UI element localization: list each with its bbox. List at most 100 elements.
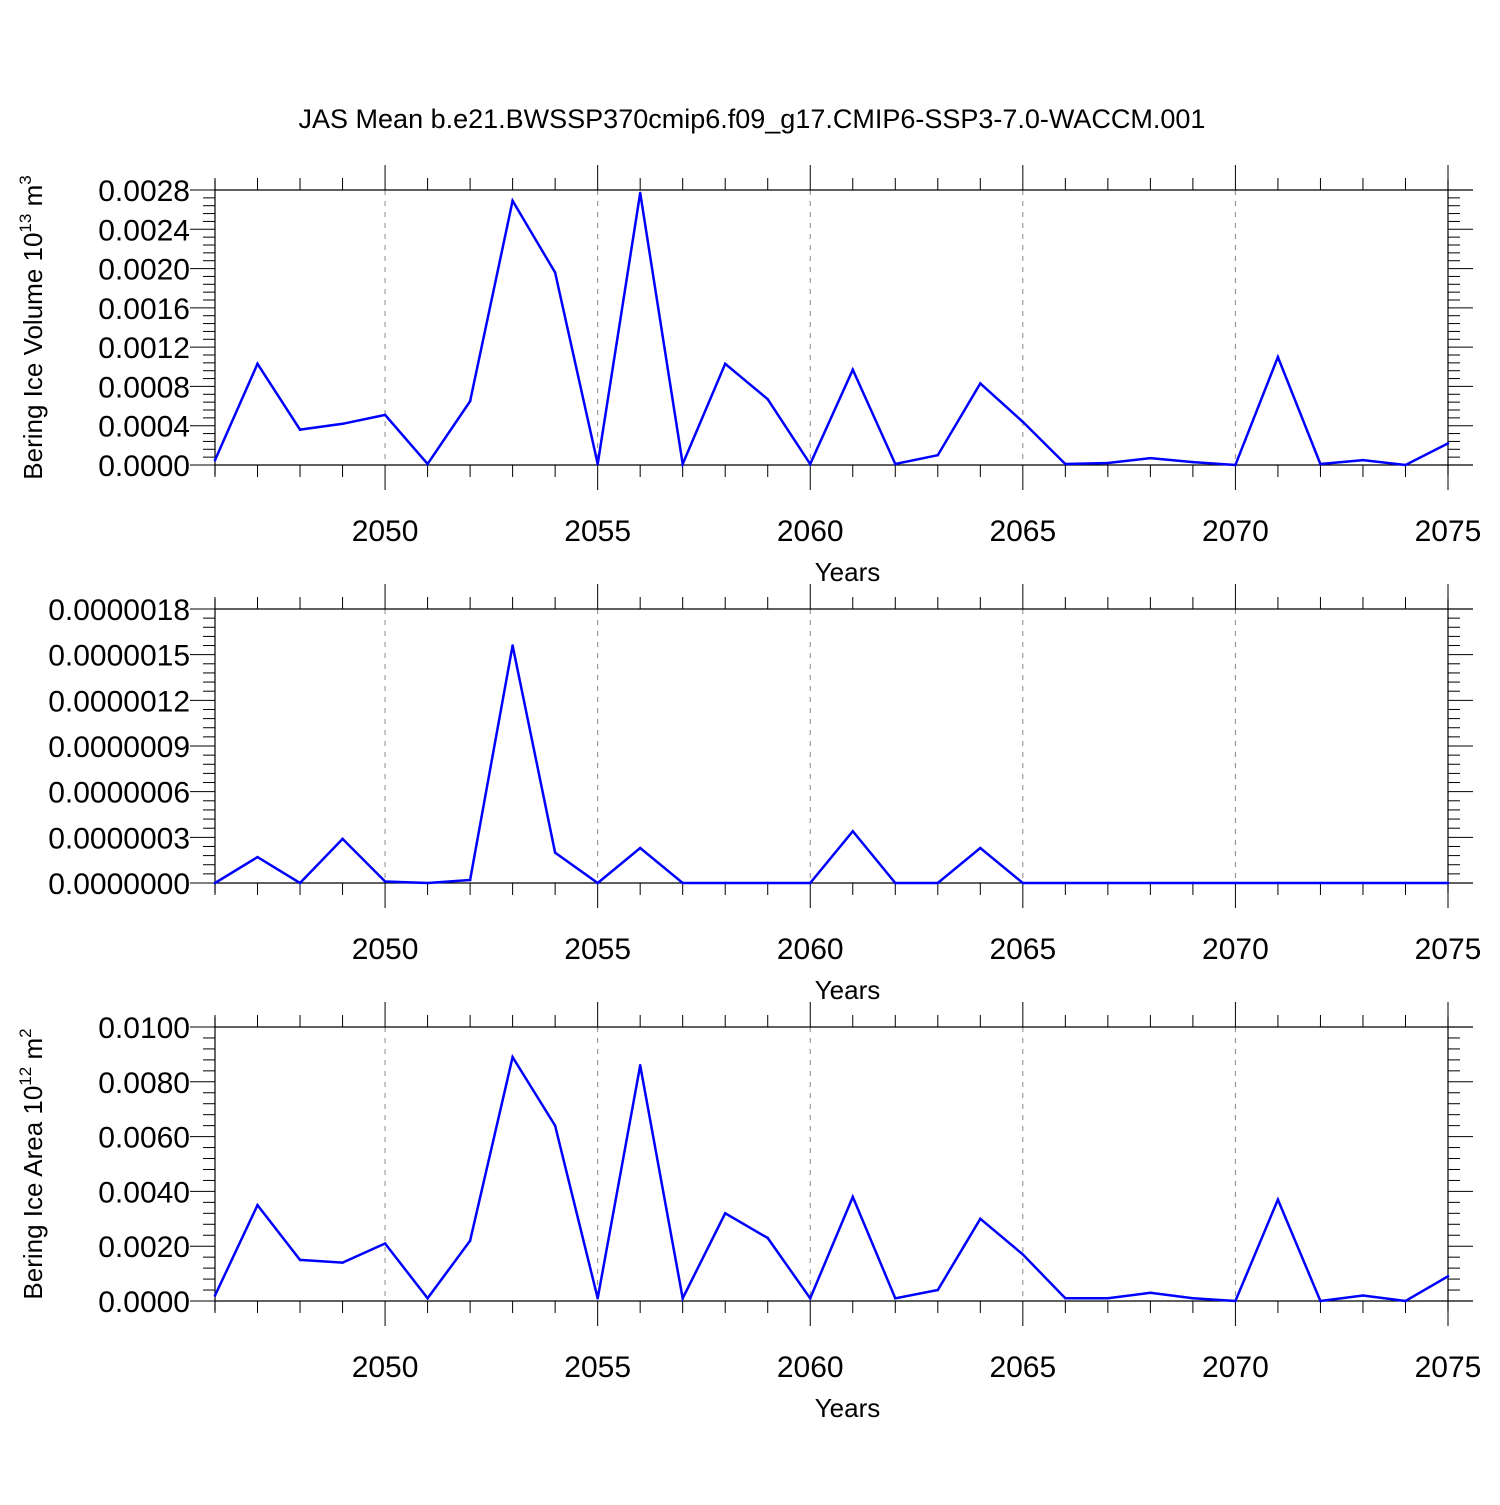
x-tick-label: 2055 [564,933,631,966]
data-point [893,1296,897,1300]
data-point [1149,881,1152,885]
panel-2: 2050 2055 2060 2065 2070 2075 Years 0.0000000 0.… [48,584,1481,1005]
data-point [553,851,557,854]
data-point [1106,461,1110,465]
data-point [979,382,982,385]
data-point [1064,1296,1067,1300]
data-point [851,1195,855,1199]
data-point [1319,462,1322,466]
x-axis-label: Years [815,975,881,1005]
data-point [1276,1198,1280,1201]
data-point [596,1296,599,1300]
data-point [1191,881,1195,885]
x-tick-label: 2065 [989,933,1056,966]
x-tick-label: 2060 [777,515,844,548]
data-point [1191,460,1195,464]
panel-3: 2050 2055 2060 2065 2070 2075 Years 0.0000 0.002… [16,1002,1481,1423]
data-point [1234,881,1237,885]
y-tick-label: 0.0000018 [48,594,190,627]
data-point [681,462,684,466]
data-point [1234,1299,1237,1303]
data-point [1106,881,1110,885]
data-point [553,271,557,274]
data-point [808,1296,812,1300]
data-point [1191,1296,1195,1300]
data-point [638,846,642,850]
data-point [936,1288,940,1292]
data-point [553,1124,557,1127]
data-point [468,878,472,882]
data-point [1021,881,1025,885]
data-point [1446,881,1450,885]
y-tick-label: 0.0100 [98,1012,190,1045]
data-point [341,422,344,426]
x-tick-label: 2060 [777,1351,844,1384]
data-point [979,1217,982,1221]
data-point [341,1261,344,1264]
x-tick-label: 2065 [989,1351,1056,1384]
y-axis-label-unit-exponent: 2 [16,1028,35,1037]
data-point [851,829,855,833]
data-point [1446,1275,1450,1278]
data-point [298,428,302,431]
data-point [426,462,429,466]
data-point [256,1203,259,1207]
x-tick-label: 2065 [989,515,1056,548]
data-point [936,453,940,457]
data-point [681,1296,684,1300]
data-point [426,881,429,885]
data-point [426,1296,429,1300]
data-point [936,881,940,885]
data-point [808,881,812,885]
panel-1: 2050 2055 2060 2065 2070 2075 Years 0.0000 0.000… [16,165,1481,587]
y-tick-label: 0.0000000 [48,868,190,901]
y-tick-label: 0.0016 [98,293,190,326]
data-point [1319,1299,1322,1303]
y-tick-label: 0.0012 [98,332,190,365]
data-point [893,462,897,466]
y-tick-label: 0.0020 [98,1231,190,1264]
data-point [1404,463,1407,467]
data-point [638,1064,642,1067]
data-point [1404,881,1407,885]
y-axis-label-main: Bering Ice Volume 10 [18,233,48,480]
data-point [468,399,472,403]
y-tick-label: 0.0000 [98,450,190,483]
data-point [723,881,727,885]
series-line [213,192,1449,469]
data-point [979,846,982,850]
data-point [808,462,812,466]
data-point [341,837,344,841]
y-tick-label: 0.0008 [98,371,190,404]
data-point [851,368,855,372]
data-point [213,1294,217,1297]
data-point [723,362,727,366]
y-axis-label-exponent: 13 [16,214,35,233]
x-tick-label: 2070 [1202,1351,1269,1384]
x-tick-label: 2050 [352,1351,419,1384]
y-tick-label: 0.0028 [98,175,190,208]
x-tick-label: 2075 [1415,1351,1482,1384]
data-point [383,413,387,417]
data-point [723,1212,727,1215]
y-tick-label: 0.0000009 [48,731,190,764]
series-line [214,645,1448,885]
x-axis-label: Years [815,1393,881,1423]
y-axis-label: Bering Ice Area 1012 m2 [16,1028,48,1299]
data-point [256,855,259,859]
data-point [596,462,599,466]
data-point [1021,420,1025,424]
data-point [298,1258,302,1262]
x-tick-label: 2075 [1415,933,1482,966]
data-point [1361,881,1365,885]
data-point [256,362,259,366]
x-tick-label: 2050 [352,933,419,966]
data-point [511,1055,514,1059]
y-axis-label-exponent: 12 [16,1067,35,1086]
data-point [1234,463,1237,467]
data-point [1021,1253,1025,1256]
data-point [1361,458,1365,462]
y-axis-label-unit: m [18,1038,48,1067]
